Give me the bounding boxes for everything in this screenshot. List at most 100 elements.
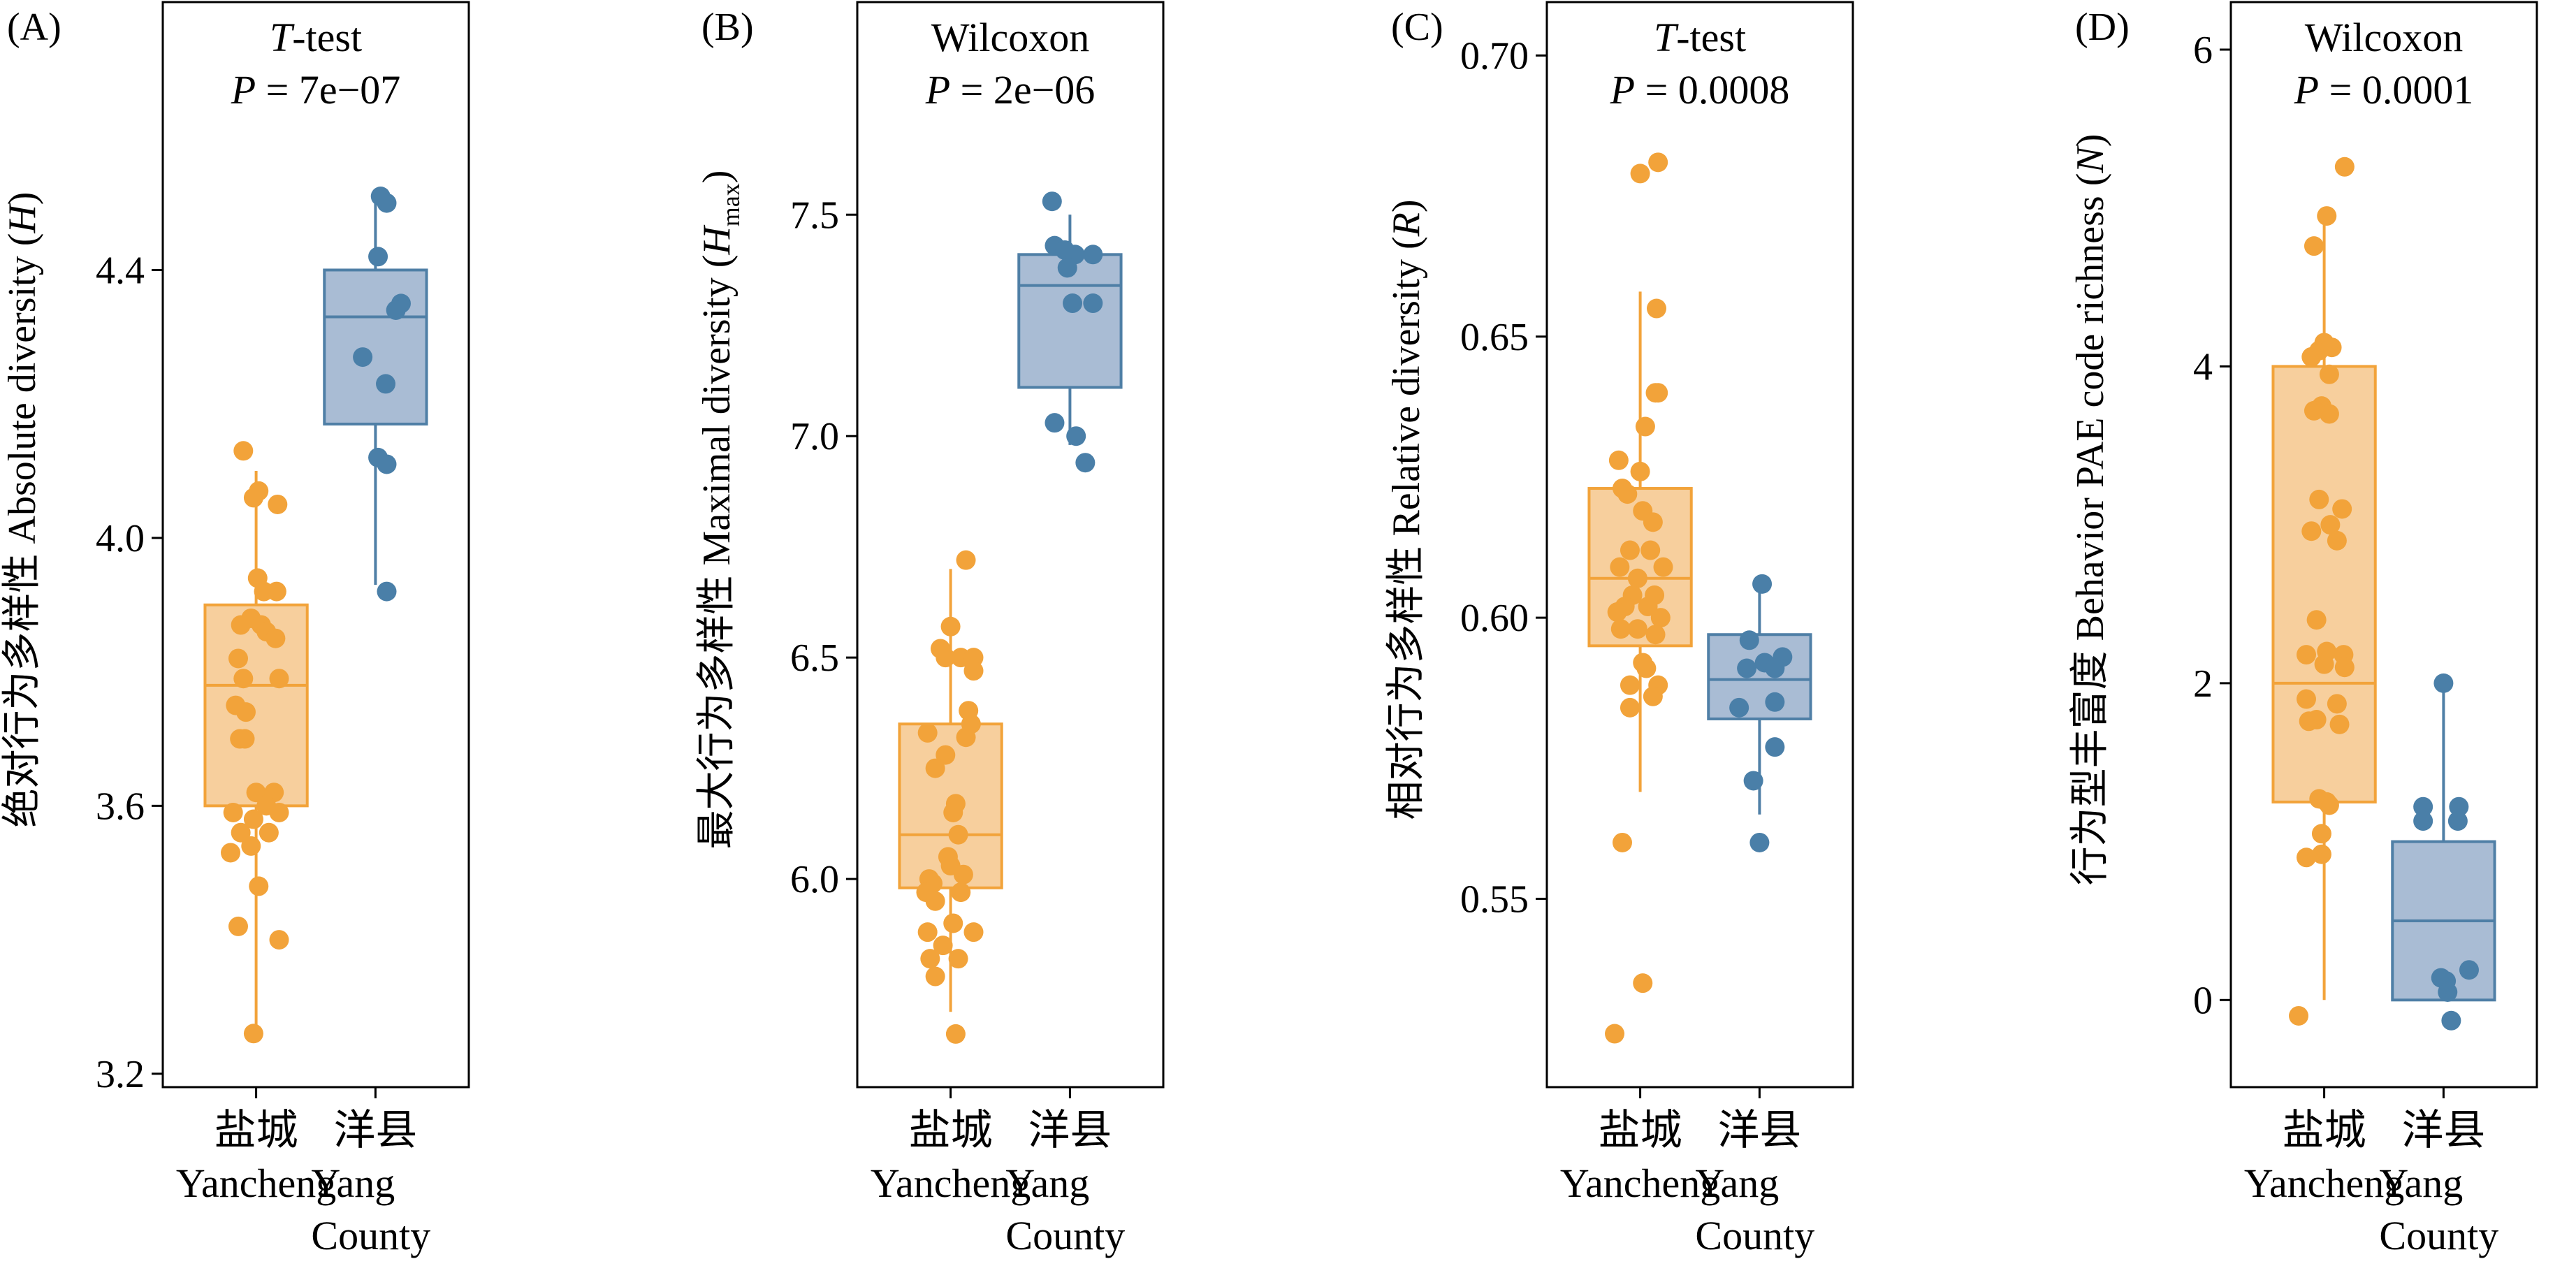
- panel-b: 6.0 6.5 7.0 7.5 盐城 Yancheng 洋县 Yang County (B) Wil…: [695, 1, 1165, 1258]
- y-axis-label: 绝对行为多样性 Absolute diversity (H): [1, 192, 44, 828]
- data-point: [2459, 960, 2479, 980]
- plot-frame: [856, 1, 1165, 1089]
- data-point: [943, 802, 963, 822]
- data-point: [243, 809, 263, 829]
- y-tick-label: 7.0: [790, 415, 839, 458]
- data-point: [1765, 737, 1785, 757]
- data-point: [943, 913, 963, 933]
- data-point: [1610, 619, 1631, 639]
- data-point: [1645, 625, 1666, 645]
- data-point: [1042, 191, 1062, 212]
- data-point: [1620, 540, 1640, 560]
- data-point: [1083, 293, 1103, 314]
- data-point: [1752, 574, 1773, 594]
- data-point: [233, 441, 254, 461]
- group-yancheng: [2271, 157, 2377, 1026]
- test-name: T-test: [270, 15, 362, 60]
- data-point: [1045, 413, 1065, 433]
- category-label-en: Yancheng: [2244, 1160, 2404, 1206]
- data-point: [1650, 608, 1671, 628]
- data-point: [1612, 832, 1632, 852]
- category-label-en: County: [311, 1213, 430, 1258]
- category-label-en: Yang: [2379, 1160, 2463, 1206]
- data-point: [1633, 973, 1653, 994]
- test-name: Wilcoxon: [2305, 15, 2463, 60]
- panel-a: 3.2 3.6 4.0 4.4 盐城 Yancheng 洋县 Yang County (A) T-t…: [1, 1, 470, 1258]
- data-point: [2306, 610, 2327, 630]
- data-point: [249, 876, 269, 896]
- data-point: [2334, 657, 2355, 678]
- test-name: Wilcoxon: [931, 15, 1089, 60]
- data-point: [1630, 461, 1650, 481]
- data-point: [1605, 1024, 1625, 1044]
- data-point: [2304, 400, 2324, 421]
- box-iqr: [2271, 365, 2377, 803]
- panel-label: (A): [7, 6, 61, 49]
- plot-frame: [1545, 1, 1854, 1089]
- data-point: [377, 193, 397, 213]
- data-point: [268, 494, 288, 514]
- data-point: [259, 822, 279, 843]
- y-tick-label: 6: [2193, 29, 2213, 72]
- group-yang-county: [2391, 673, 2496, 1031]
- p-value: P = 0.0008: [1610, 67, 1790, 112]
- data-point: [936, 648, 956, 668]
- data-point: [963, 661, 984, 681]
- y-tick-label: 4.0: [96, 517, 145, 560]
- data-point: [1743, 771, 1763, 791]
- data-point: [2309, 489, 2329, 509]
- data-point: [1057, 258, 1077, 278]
- data-point: [1066, 426, 1086, 446]
- data-point: [2327, 694, 2347, 714]
- category-label-en: Yang: [1005, 1160, 1089, 1206]
- data-point: [2314, 654, 2334, 674]
- group-yang-county: [1707, 574, 1812, 852]
- y-tick-label: 0.70: [1460, 34, 1529, 78]
- data-point: [956, 727, 976, 748]
- plot-frame: [2229, 1, 2538, 1089]
- panel-label: (B): [701, 6, 754, 49]
- box-iqr: [203, 603, 309, 808]
- data-point: [1063, 293, 1083, 314]
- data-point: [269, 669, 289, 689]
- y-axis-label: 相对行为多样性 Relative diversity (R): [1385, 199, 1428, 820]
- panel-d: 0 2 4 6 盐城 Yancheng 洋县 Yang County (D) Wilcoxon P =…: [2069, 1, 2538, 1258]
- data-point: [951, 882, 971, 903]
- data-point: [917, 922, 938, 943]
- data-point: [223, 802, 243, 822]
- data-point: [376, 374, 396, 394]
- data-point: [353, 347, 373, 368]
- data-point: [1620, 675, 1640, 695]
- data-point: [1630, 163, 1650, 184]
- data-point: [1739, 630, 1759, 650]
- data-point: [2317, 206, 2337, 226]
- data-point: [1636, 658, 1657, 678]
- y-tick-label: 4.4: [96, 249, 145, 292]
- category-label-en: Yancheng: [1560, 1160, 1720, 1206]
- y-tick-label: 0: [2193, 979, 2213, 1022]
- category-label-cn: 洋县: [2401, 1107, 2485, 1154]
- plot-frame: [161, 1, 470, 1089]
- data-point: [235, 729, 255, 749]
- data-point: [265, 628, 286, 648]
- data-point: [2296, 847, 2316, 868]
- data-point: [377, 454, 397, 474]
- box-iqr: [1707, 633, 1812, 720]
- data-point: [920, 949, 940, 969]
- y-tick-label: 0.55: [1460, 878, 1529, 921]
- data-point: [2289, 1005, 2309, 1026]
- y-tick-label: 4: [2193, 345, 2213, 388]
- y-tick-label: 7.5: [790, 194, 839, 237]
- data-point: [1635, 416, 1655, 437]
- test-name: T-test: [1654, 15, 1746, 60]
- category-label-en: County: [1695, 1213, 1814, 1258]
- data-point: [2311, 844, 2331, 864]
- data-point: [1648, 383, 1668, 403]
- data-point: [2299, 711, 2319, 732]
- y-tick-label: 6.0: [790, 858, 839, 901]
- category-label-en: Yancheng: [176, 1160, 336, 1206]
- data-point: [386, 300, 406, 320]
- data-point: [269, 802, 289, 822]
- data-point: [377, 581, 397, 602]
